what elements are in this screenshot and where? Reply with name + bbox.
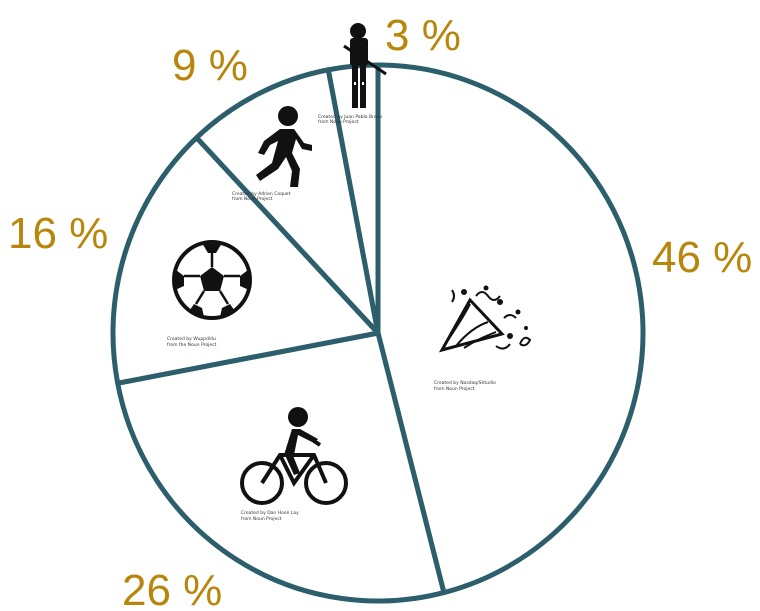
pie-slice-26	[115, 330, 447, 604]
pie-slice-9	[194, 67, 381, 336]
credit-text: from Noun Project	[232, 196, 273, 202]
armed-guard-icon	[343, 23, 387, 108]
credit-text: Created by Dan Hoon Lay	[241, 510, 299, 516]
credit-text: from Noun Project	[241, 516, 282, 522]
pie-labels: 46 % 26 % 16 % 9 % 3 %	[8, 11, 752, 611]
slice-label-26: 26 %	[122, 566, 222, 611]
slice-label-9: 9 %	[172, 41, 248, 90]
pie-slice-46	[375, 62, 646, 596]
credit-text: Created by Adrien Coquet	[232, 191, 291, 197]
credit-text: from the Noun Project	[167, 342, 217, 348]
credit-text: Created by Juan Pablo Bravo	[318, 114, 382, 120]
slice-label-16: 16 %	[8, 209, 108, 258]
soccer-ball-icon	[172, 240, 252, 320]
slice-icons: Created by Nasdaq/Shtudio from Noun Proj…	[167, 23, 532, 522]
credit-text: Created by Nasdaq/Shtudio	[434, 380, 496, 386]
credit-text: Created by Wuppdidu	[167, 336, 216, 342]
cyclist-icon	[240, 407, 348, 505]
party-popper-icon	[438, 285, 532, 353]
credit-text: from Noun Project	[318, 119, 359, 125]
credit-text: from Noun Project	[434, 386, 475, 392]
slice-label-3: 3 %	[385, 11, 461, 60]
pie-slices	[110, 62, 646, 604]
slice-label-46: 46 %	[652, 233, 752, 282]
runner-icon	[256, 106, 312, 187]
